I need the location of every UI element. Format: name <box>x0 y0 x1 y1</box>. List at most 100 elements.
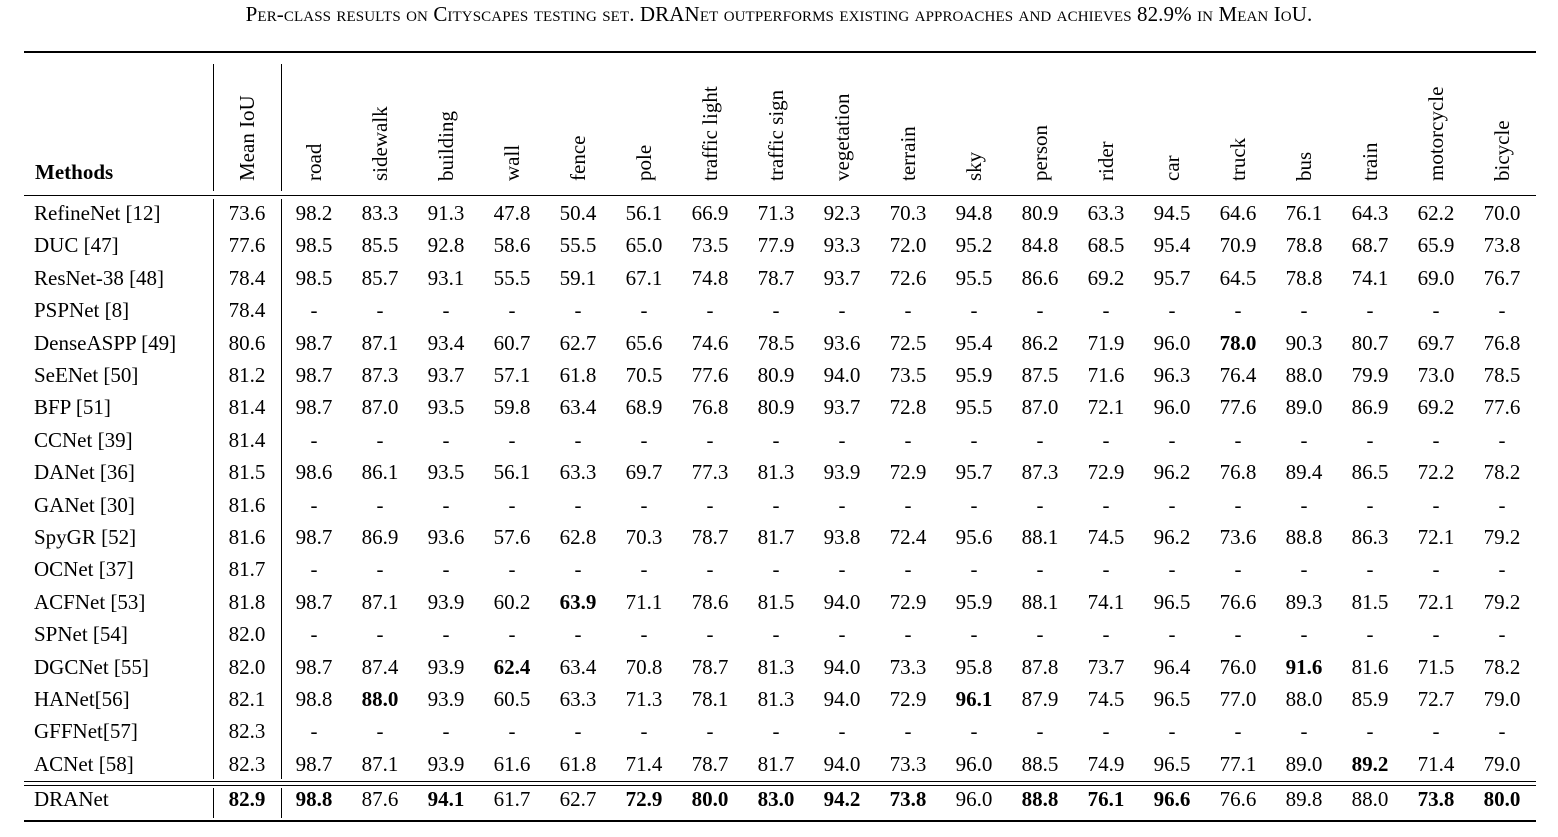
table-cell-pole: 71.4 <box>625 751 663 776</box>
table-cell-person: 88.1 <box>1021 525 1059 549</box>
column-header-traffic-sign: traffic sign <box>764 89 788 181</box>
table-cell-mean-iou: 81.2 <box>228 363 266 387</box>
table-cell-motorcycle: 65.9 <box>1417 233 1455 258</box>
table-cell-sky: 95.6 <box>955 525 993 549</box>
table-cell-terrain: 72.9 <box>889 460 927 485</box>
table-cell-bicycle: 73.8 <box>1483 233 1521 258</box>
table-cell-person: 87.0 <box>1021 395 1059 420</box>
table-cell-building: 93.1 <box>427 265 465 290</box>
table-cell-traffic-sign: 80.9 <box>757 395 795 420</box>
table-cell-wall: - <box>508 298 516 323</box>
table-cell-traffic-sign: - <box>772 427 780 452</box>
table-cell-traffic-sign: - <box>772 719 780 744</box>
table-cell-truck: - <box>1234 719 1242 744</box>
table-cell-sky: 94.8 <box>955 201 993 225</box>
table-cell-sky: 95.5 <box>955 395 993 420</box>
table-cell-sidewalk: 86.9 <box>361 525 399 549</box>
table-cell-bicycle: 76.8 <box>1483 330 1521 355</box>
table-cell-rider: - <box>1102 492 1110 517</box>
table-cell-fence: 61.8 <box>559 751 597 776</box>
table-cell-bus: 91.6 <box>1285 654 1323 679</box>
table-cell-train: 86.3 <box>1351 525 1389 549</box>
table-cell-wall: 59.8 <box>493 395 531 420</box>
table-cell-sky: 95.4 <box>955 330 993 355</box>
table-cell-pole: - <box>640 492 648 517</box>
table-cell-rider: 74.9 <box>1087 751 1125 776</box>
table-cell-mean-iou: 81.6 <box>228 492 266 517</box>
table-cell-motorcycle: - <box>1432 492 1440 517</box>
table-cell-truck: 76.0 <box>1219 654 1257 679</box>
column-header-motorcycle: motorcycle <box>1424 86 1448 181</box>
table-cell-mean-iou: 82.1 <box>228 687 266 711</box>
table-cell-motorcycle: 72.1 <box>1417 525 1455 549</box>
table-cell-mean-iou: 82.0 <box>228 654 266 679</box>
table-cell-sky: - <box>970 298 978 323</box>
table-cell-train: 79.9 <box>1351 363 1389 387</box>
table-cell-mean-iou: 80.6 <box>228 330 266 355</box>
method-name: GFFNet[57] <box>34 719 138 744</box>
table-cell-wall: - <box>508 557 516 582</box>
table-cell-traffic-sign: 81.3 <box>757 654 795 679</box>
table-cell-vegetation: - <box>838 622 846 647</box>
table-cell-traffic-light: 77.6 <box>691 363 729 387</box>
table-cell-bus: - <box>1300 557 1308 582</box>
table-cell-train: 86.5 <box>1351 460 1389 485</box>
miou-divider-last <box>281 788 282 818</box>
table-cell-sky: 96.0 <box>955 751 993 776</box>
table-cell-pole: 68.9 <box>625 395 663 420</box>
table-cell-rider: - <box>1102 622 1110 647</box>
table-cell-sidewalk: - <box>376 557 384 582</box>
table-cell-traffic-light: - <box>706 427 714 452</box>
table-cell-wall: - <box>508 427 516 452</box>
methods-divider-last <box>213 788 214 818</box>
table-cell-truck: 64.6 <box>1219 201 1257 225</box>
table-cell-sidewalk: 87.6 <box>361 787 399 811</box>
table-cell-train: - <box>1366 719 1374 744</box>
table-cell-building: 93.9 <box>427 751 465 776</box>
table-cell-sky: 96.0 <box>955 787 993 811</box>
table-cell-traffic-sign: 78.7 <box>757 265 795 290</box>
table-cell-mean-iou: 78.4 <box>228 298 266 323</box>
table-cell-pole: - <box>640 622 648 647</box>
table-cell-car: 95.7 <box>1153 265 1191 290</box>
method-name: DenseASPP [49] <box>34 330 177 355</box>
table-cell-car: 96.0 <box>1153 395 1191 420</box>
table-cell-motorcycle: 69.0 <box>1417 265 1455 290</box>
table-cell-traffic-sign: 80.9 <box>757 363 795 387</box>
table-cell-sky: - <box>970 427 978 452</box>
table-cell-bus: 89.0 <box>1285 395 1323 420</box>
table-cell-train: 74.1 <box>1351 265 1389 290</box>
table-cell-traffic-light: 78.1 <box>691 687 729 711</box>
table-cell-rider: 74.1 <box>1087 589 1125 614</box>
table-cell-car: 96.4 <box>1153 654 1191 679</box>
table-cell-fence: 63.3 <box>559 460 597 485</box>
header-rule <box>24 195 1536 196</box>
table-cell-motorcycle: 62.2 <box>1417 201 1455 225</box>
table-cell-car: 94.5 <box>1153 201 1191 225</box>
table-cell-bus: 78.8 <box>1285 233 1323 258</box>
table-cell-wall: 60.5 <box>493 687 531 711</box>
table-cell-bus: - <box>1300 427 1308 452</box>
table-cell-vegetation: - <box>838 492 846 517</box>
methods-header: Methods <box>35 160 114 184</box>
column-header-wall: wall <box>500 144 524 181</box>
table-cell-motorcycle: 71.5 <box>1417 654 1455 679</box>
table-cell-pole: 67.1 <box>625 265 663 290</box>
table-cell-traffic-sign: 81.3 <box>757 460 795 485</box>
table-cell-car: 96.6 <box>1153 787 1191 811</box>
table-cell-building: 93.9 <box>427 589 465 614</box>
table-cell-road: - <box>310 298 318 323</box>
table-cell-bus: 89.8 <box>1285 787 1323 811</box>
table-cell-train: 81.6 <box>1351 654 1389 679</box>
method-name: SpyGR [52] <box>34 525 137 549</box>
table-cell-wall: 57.6 <box>493 525 531 549</box>
table-cell-truck: 77.1 <box>1219 751 1257 776</box>
table-cell-car: 96.3 <box>1153 363 1191 387</box>
table-cell-train: 85.9 <box>1351 687 1389 711</box>
table-cell-bus: 78.8 <box>1285 265 1323 290</box>
table-cell-sky: 96.1 <box>955 687 993 711</box>
table-cell-building: 92.8 <box>427 233 465 258</box>
table-cell-road: - <box>310 622 318 647</box>
table-cell-bicycle: 78.2 <box>1483 654 1521 679</box>
table-cell-vegetation: 94.0 <box>823 687 861 711</box>
